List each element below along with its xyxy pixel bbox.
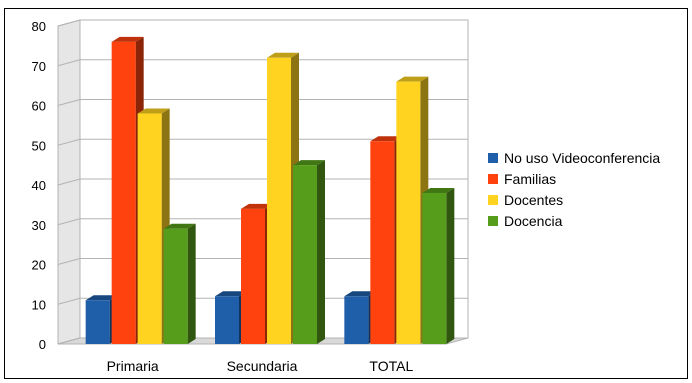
bar-front bbox=[422, 192, 447, 344]
gridline bbox=[57, 337, 468, 345]
bar-top bbox=[293, 160, 325, 166]
legend-swatch bbox=[488, 153, 498, 163]
legend-label: No uso Videoconferencia bbox=[504, 150, 660, 166]
legend-swatch bbox=[488, 195, 498, 205]
y-tick-label: 30 bbox=[32, 218, 46, 233]
bar-front bbox=[370, 141, 395, 344]
y-tick-label: 50 bbox=[32, 138, 46, 153]
bar-front bbox=[163, 228, 188, 344]
bar-top bbox=[396, 76, 429, 82]
y-tick-label: 70 bbox=[32, 59, 46, 74]
gridlines bbox=[57, 19, 468, 345]
legend: No uso Videoconferencia Familias Docentes D… bbox=[488, 150, 660, 229]
legend-label: Familias bbox=[504, 171, 556, 187]
bar-top bbox=[111, 36, 144, 42]
x-tick-label: Primaria bbox=[107, 358, 159, 374]
bar-front bbox=[137, 113, 162, 344]
bar-front bbox=[215, 296, 239, 344]
y-tick-label: 40 bbox=[32, 178, 46, 193]
bar-front bbox=[111, 41, 136, 345]
y-tick-label: 60 bbox=[32, 99, 46, 114]
bar-front bbox=[344, 296, 369, 344]
y-axis-ticks: 0 10 20 30 40 50 60 70 80 bbox=[32, 19, 46, 352]
bar-front bbox=[241, 208, 265, 344]
bars bbox=[85, 36, 455, 345]
gridline bbox=[57, 99, 468, 106]
bar bbox=[422, 187, 455, 344]
bar-top bbox=[370, 136, 403, 142]
gridline bbox=[57, 178, 468, 186]
legend-swatch bbox=[488, 216, 498, 226]
bar-top bbox=[85, 295, 118, 301]
gridline bbox=[57, 258, 468, 265]
gridline bbox=[57, 297, 468, 305]
gridline bbox=[57, 218, 468, 226]
gridline bbox=[57, 59, 468, 67]
y-tick-label: 0 bbox=[39, 337, 46, 352]
bar bbox=[163, 223, 196, 344]
legend-label: Docentes bbox=[504, 192, 563, 208]
bar-top bbox=[344, 291, 377, 297]
bar-top bbox=[241, 203, 273, 209]
bar-top bbox=[137, 108, 170, 114]
bar bbox=[293, 160, 325, 344]
bar-front bbox=[85, 300, 110, 344]
bar-side bbox=[187, 223, 196, 344]
chart-frame bbox=[4, 8, 688, 379]
gridline bbox=[57, 138, 468, 146]
bar-front bbox=[293, 165, 317, 344]
x-tick-label: TOTAL bbox=[369, 358, 413, 374]
legend-label: Docencia bbox=[504, 213, 563, 229]
bar-top bbox=[163, 223, 196, 229]
bar-side bbox=[317, 160, 325, 344]
y-tick-label: 10 bbox=[32, 297, 46, 312]
bar-top bbox=[215, 291, 247, 297]
bar-top bbox=[422, 187, 455, 193]
x-tick-label: Secundaria bbox=[227, 358, 298, 374]
x-axis-ticks: Primaria Secundaria TOTAL bbox=[107, 358, 414, 374]
bar-front bbox=[267, 57, 291, 345]
bar-front bbox=[396, 81, 421, 345]
gridline bbox=[57, 19, 468, 27]
y-tick-label: 80 bbox=[32, 19, 46, 34]
bar-top bbox=[267, 52, 299, 58]
legend-swatch bbox=[488, 174, 498, 184]
y-tick-label: 20 bbox=[32, 258, 46, 273]
bar-side bbox=[446, 187, 455, 344]
